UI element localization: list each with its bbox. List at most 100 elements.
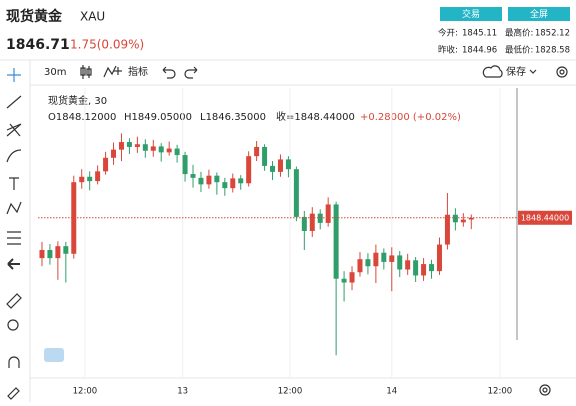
candle-body [436,244,442,272]
axis-settings[interactable] [539,384,551,396]
candle-body [206,175,212,185]
candle-body [270,165,276,172]
candle-body [444,214,450,245]
candle-body [174,148,180,156]
candle-body [118,142,124,150]
button[interactable] [508,7,570,21]
candle-body [150,146,156,151]
stat-value: 1845.11 [462,29,497,39]
indicator-icon[interactable] [103,65,122,78]
candle-body [325,204,331,223]
undo[interactable] [162,66,176,79]
save[interactable]: 保存 [506,65,526,78]
last-price-box [518,210,572,225]
stat-value: 1828.58 [535,46,570,56]
candle-body [126,142,132,147]
candle-body [39,249,45,259]
candle-body [142,144,148,151]
candle-body [182,155,188,175]
candle-body [357,259,363,273]
fib-tool[interactable] [6,123,22,137]
candle-body [190,174,196,178]
candle-body [47,249,53,259]
hide-button[interactable] [44,348,64,362]
legend-close: 收=1848.44000 [276,110,355,123]
x-tick-label: 12:00 [488,387,513,397]
button-label[interactable]: 交易 [462,8,480,20]
x-tick-label: 13 [177,387,188,397]
pattern-tool[interactable] [6,201,22,215]
stat-label: 今开: [438,28,458,39]
candle-body [405,260,411,270]
candle-body [111,149,117,158]
candle-body [429,264,435,272]
candle-body [79,176,85,183]
candle-body [262,146,268,166]
legend-name: 现货黄金, 30 [48,94,107,107]
candle-body [373,252,379,267]
cloud[interactable] [482,65,503,78]
chart-type-icon[interactable] [80,65,92,79]
candle-body [293,169,299,217]
candle-body [71,182,77,254]
candle-body [301,216,307,231]
candle-body [87,176,93,182]
magnet[interactable] [8,356,20,368]
button-label[interactable]: 全屏 [530,8,548,20]
candle-body [63,246,69,254]
stat-label: 最高价: [505,28,533,39]
candle-body [421,264,427,276]
crosshair-tool[interactable] [7,68,21,82]
measure-tool[interactable] [7,231,21,245]
zoom[interactable] [7,319,19,331]
stat-label: 昨收: [438,45,458,56]
legend-change: +0.28000 (+0.02%) [360,112,461,123]
candle-body [365,259,371,267]
brush-tool[interactable] [6,149,22,163]
candle-body [468,217,474,220]
stat-value: 1844.96 [462,46,497,56]
interval[interactable]: 30m [44,67,66,78]
candle-body [222,182,228,189]
candle-body [397,255,403,270]
pencil[interactable] [7,387,20,400]
candle-body [246,156,252,184]
candle-body [333,204,339,279]
price: 1846.71 [6,37,70,53]
line-tool[interactable] [6,95,22,109]
text-tool[interactable] [9,177,19,190]
x-tick-label: 12:00 [73,387,98,397]
stat-label: 最低价: [505,45,533,56]
drawing-tools [6,68,22,400]
candle-body [277,159,283,172]
candle-body [452,214,458,223]
legend-open: O1848.12000 [48,112,116,123]
candle-body [158,146,164,153]
last-price-label: 1848.44000 [521,213,569,222]
redo[interactable] [184,66,198,79]
candle-body [103,157,109,172]
ruler[interactable] [6,293,22,309]
stat-value: 1852.12 [535,29,570,39]
back[interactable] [7,258,20,270]
chevron[interactable] [529,69,537,74]
candle-body [413,260,419,276]
button[interactable] [440,7,502,21]
change: 1.75(0.09%) [70,38,144,52]
candle-body [349,272,355,283]
indicators[interactable]: 指标 [128,65,148,78]
candle-body [198,177,204,185]
candle-body [214,175,220,183]
legend-high: H1849.05000 [124,112,192,123]
candle-body [341,278,347,283]
plot [39,88,501,378]
x-tick-label: 14 [386,387,397,397]
candle-body [254,146,260,157]
settings-icon[interactable] [556,66,568,78]
x-tick-label: 12:00 [278,387,303,397]
candle-body [309,213,315,231]
candle-body [238,178,244,184]
candle-body [55,246,61,259]
